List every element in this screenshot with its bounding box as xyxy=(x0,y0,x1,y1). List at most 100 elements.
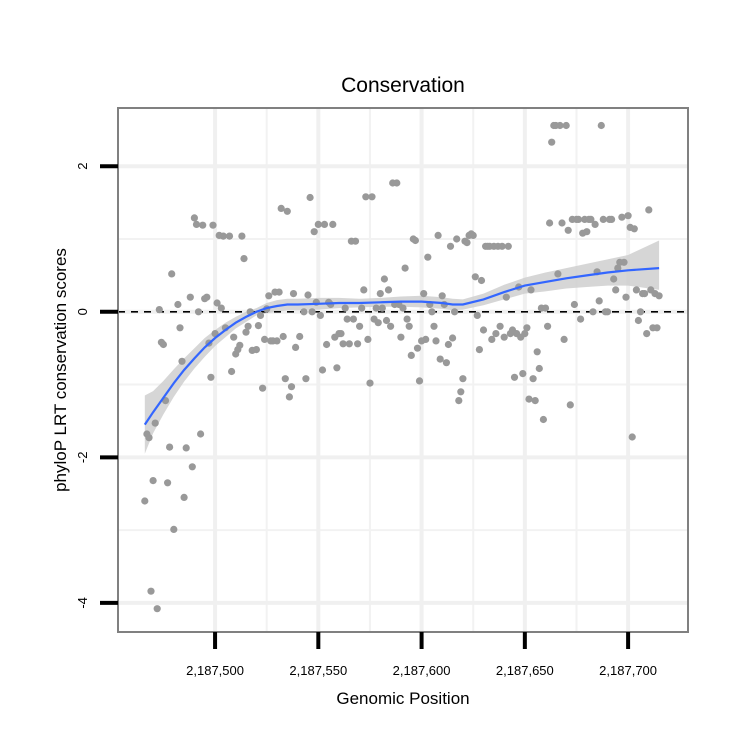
data-point xyxy=(316,311,324,319)
data-point xyxy=(155,306,163,314)
data-point xyxy=(527,286,535,294)
data-point xyxy=(492,330,500,338)
data-point xyxy=(521,330,529,338)
data-point xyxy=(399,304,407,312)
data-point xyxy=(446,242,455,250)
data-point xyxy=(192,220,201,228)
data-point xyxy=(228,367,236,376)
data-point xyxy=(556,121,564,130)
data-point xyxy=(314,220,322,228)
data-point xyxy=(153,605,161,613)
data-point xyxy=(424,253,432,261)
x-tick-label: 2,187,550 xyxy=(289,663,347,678)
data-point xyxy=(535,364,543,373)
data-point xyxy=(339,340,347,348)
data-point xyxy=(180,493,188,501)
data-point xyxy=(570,300,579,309)
data-point xyxy=(366,379,374,387)
data-point xyxy=(149,477,157,485)
data-point xyxy=(259,384,267,392)
data-point xyxy=(190,214,198,222)
data-point xyxy=(558,219,566,227)
data-point xyxy=(341,304,349,312)
data-point xyxy=(599,215,607,223)
data-point xyxy=(442,359,450,367)
data-point xyxy=(275,288,283,296)
data-point xyxy=(463,239,471,247)
data-point xyxy=(574,215,583,223)
data-point xyxy=(225,232,234,240)
data-point xyxy=(358,304,366,312)
data-point xyxy=(345,340,353,348)
data-point xyxy=(455,397,463,405)
data-point xyxy=(403,315,411,323)
data-point xyxy=(176,324,184,332)
data-point xyxy=(630,225,638,233)
data-point xyxy=(356,322,364,330)
data-point xyxy=(628,433,636,441)
data-point xyxy=(449,334,457,342)
data-point xyxy=(168,270,176,278)
data-point xyxy=(432,337,440,345)
data-point xyxy=(544,322,552,330)
data-point xyxy=(471,273,479,281)
data-point xyxy=(281,375,289,383)
data-point xyxy=(194,308,203,316)
data-point xyxy=(354,340,362,348)
data-point xyxy=(349,315,357,323)
data-point xyxy=(300,308,308,316)
data-point xyxy=(252,346,260,354)
data-point xyxy=(323,340,331,349)
data-point xyxy=(384,286,393,294)
data-point xyxy=(498,242,506,250)
chart-title: Conservation xyxy=(341,74,465,97)
data-point xyxy=(641,290,649,298)
data-point xyxy=(655,292,663,300)
data-point xyxy=(174,300,182,309)
data-point xyxy=(477,276,486,285)
data-point xyxy=(203,293,211,301)
data-point xyxy=(525,395,533,403)
y-axis-ticks: -4 -2 0 2 xyxy=(75,163,118,609)
data-point xyxy=(141,497,149,505)
x-tick-label: 2,187,600 xyxy=(393,663,451,678)
data-point xyxy=(636,308,645,316)
x-axis-ticks: 2,187,500 2,187,550 2,187,600 2,187,650 2,18… xyxy=(186,632,657,678)
data-point xyxy=(546,219,554,227)
data-point xyxy=(504,242,512,250)
data-point xyxy=(415,377,424,385)
data-point xyxy=(277,204,285,212)
data-point xyxy=(583,228,591,236)
data-point xyxy=(595,297,603,305)
data-point xyxy=(397,333,405,341)
data-point xyxy=(438,292,446,300)
data-point xyxy=(329,220,337,228)
data-point xyxy=(213,299,221,307)
data-point xyxy=(420,290,428,298)
data-point xyxy=(411,236,419,245)
data-point xyxy=(188,463,196,471)
data-point xyxy=(401,264,409,272)
data-point xyxy=(368,193,376,201)
data-point xyxy=(500,333,508,341)
data-point xyxy=(236,341,244,349)
data-point xyxy=(413,344,422,352)
data-point xyxy=(430,322,438,330)
data-point xyxy=(407,351,415,359)
data-point xyxy=(562,121,570,130)
smooth-line-path xyxy=(143,267,660,426)
data-point xyxy=(238,232,246,240)
data-point xyxy=(285,393,293,401)
data-point xyxy=(380,275,388,283)
data-point xyxy=(170,525,178,534)
data-point xyxy=(434,231,442,239)
data-point xyxy=(564,226,572,234)
data-point xyxy=(634,316,643,325)
data-point xyxy=(197,430,205,438)
data-point xyxy=(488,335,496,343)
data-point xyxy=(186,293,194,301)
smooth-line xyxy=(143,267,660,426)
y-tick-label: -4 xyxy=(75,597,90,609)
data-point xyxy=(539,415,548,424)
data-point xyxy=(608,215,616,223)
